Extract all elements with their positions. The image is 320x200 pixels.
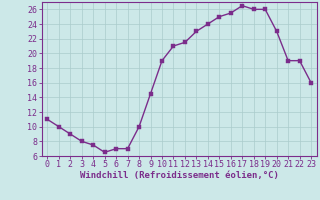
X-axis label: Windchill (Refroidissement éolien,°C): Windchill (Refroidissement éolien,°C) [80, 171, 279, 180]
